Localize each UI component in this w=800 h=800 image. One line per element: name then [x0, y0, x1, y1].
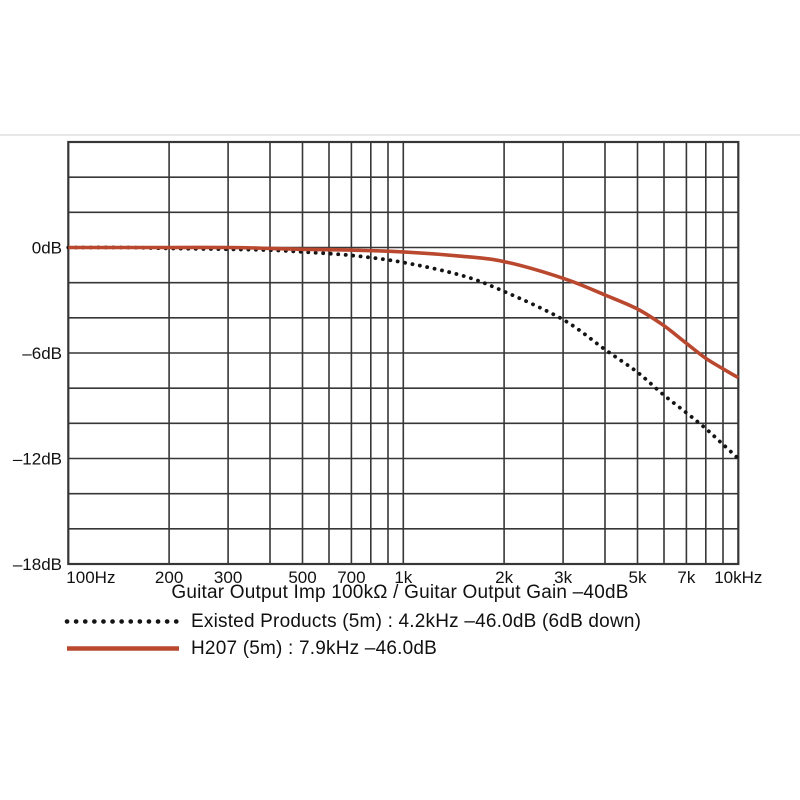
x-tick-label: 3k — [554, 568, 572, 587]
solid-line-swatch — [67, 646, 179, 651]
legend-item-existed-products: Existed Products (5m) : 4.2kHz –46.0dB (… — [64, 608, 641, 635]
y-tick-label: –6dB — [22, 344, 62, 363]
plot-border — [67, 140, 740, 566]
dotted-line-swatch — [64, 619, 182, 624]
legend-item-h207: H207 (5m) : 7.9kHz –46.0dB — [64, 635, 641, 662]
x-tick-label: 1k — [394, 568, 412, 587]
x-tick-label: 7k — [677, 568, 695, 587]
x-tick-label: 5k — [629, 568, 647, 587]
page-divider-line — [0, 134, 800, 136]
x-tick-label: 2k — [495, 568, 513, 587]
x-axis-title: Guitar Output Imp 100kΩ / Guitar Output … — [171, 582, 629, 603]
x-tick-label: 200 — [155, 568, 183, 587]
grid-lines — [67, 141, 740, 565]
legend-label-h207: H207 (5m) : 7.9kHz –46.0dB — [191, 637, 437, 659]
h207-curve — [68, 245, 740, 380]
chart-legend: Existed Products (5m) : 4.2kHz –46.0dB (… — [64, 608, 641, 662]
x-tick-label: 700 — [337, 568, 365, 587]
y-tick-label: –18dB — [13, 555, 62, 574]
x-tick-label: 100Hz — [66, 568, 115, 587]
x-tick-label: 300 — [214, 568, 242, 587]
y-tick-label: –12dB — [13, 450, 62, 469]
legend-label-existed-products: Existed Products (5m) : 4.2kHz –46.0dB (… — [191, 610, 642, 632]
x-tick-label: 10kHz — [714, 568, 762, 587]
x-tick-label: 500 — [288, 568, 316, 587]
y-tick-label: 0dB — [32, 239, 62, 258]
